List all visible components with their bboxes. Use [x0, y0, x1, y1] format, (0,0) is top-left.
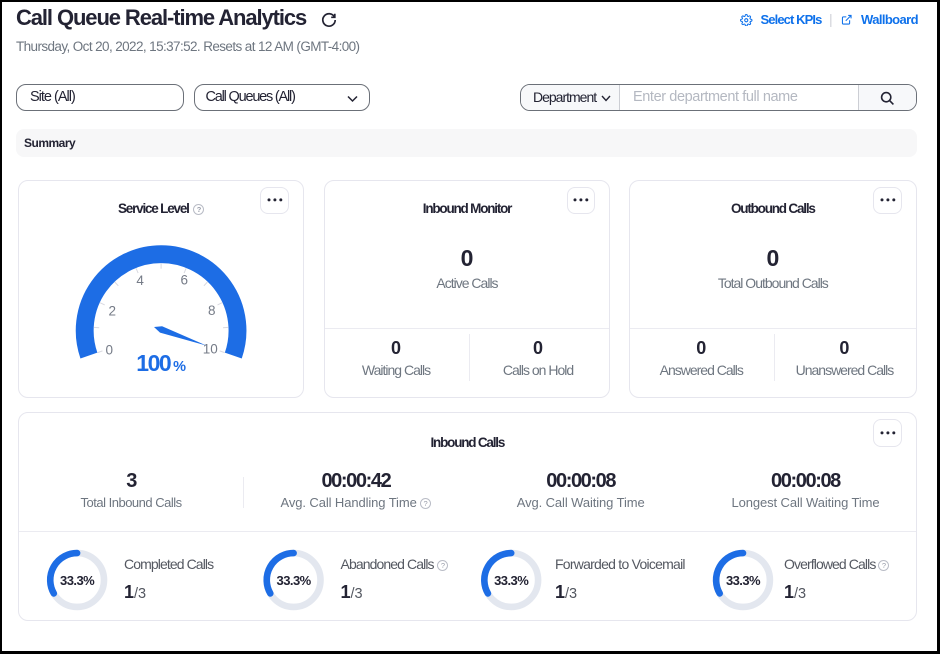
svg-text:6: 6 — [180, 272, 188, 287]
svg-text:8: 8 — [208, 302, 216, 317]
svg-text:10: 10 — [202, 341, 217, 356]
svg-text:0: 0 — [105, 342, 113, 357]
svg-text:?: ? — [440, 561, 444, 570]
svg-text:4: 4 — [136, 273, 144, 288]
svg-text:100%: 100% — [136, 350, 186, 376]
svg-text:?: ? — [424, 499, 428, 508]
svg-text:?: ? — [196, 205, 201, 214]
svg-text:2: 2 — [108, 303, 116, 318]
svg-text:?: ? — [882, 561, 886, 570]
